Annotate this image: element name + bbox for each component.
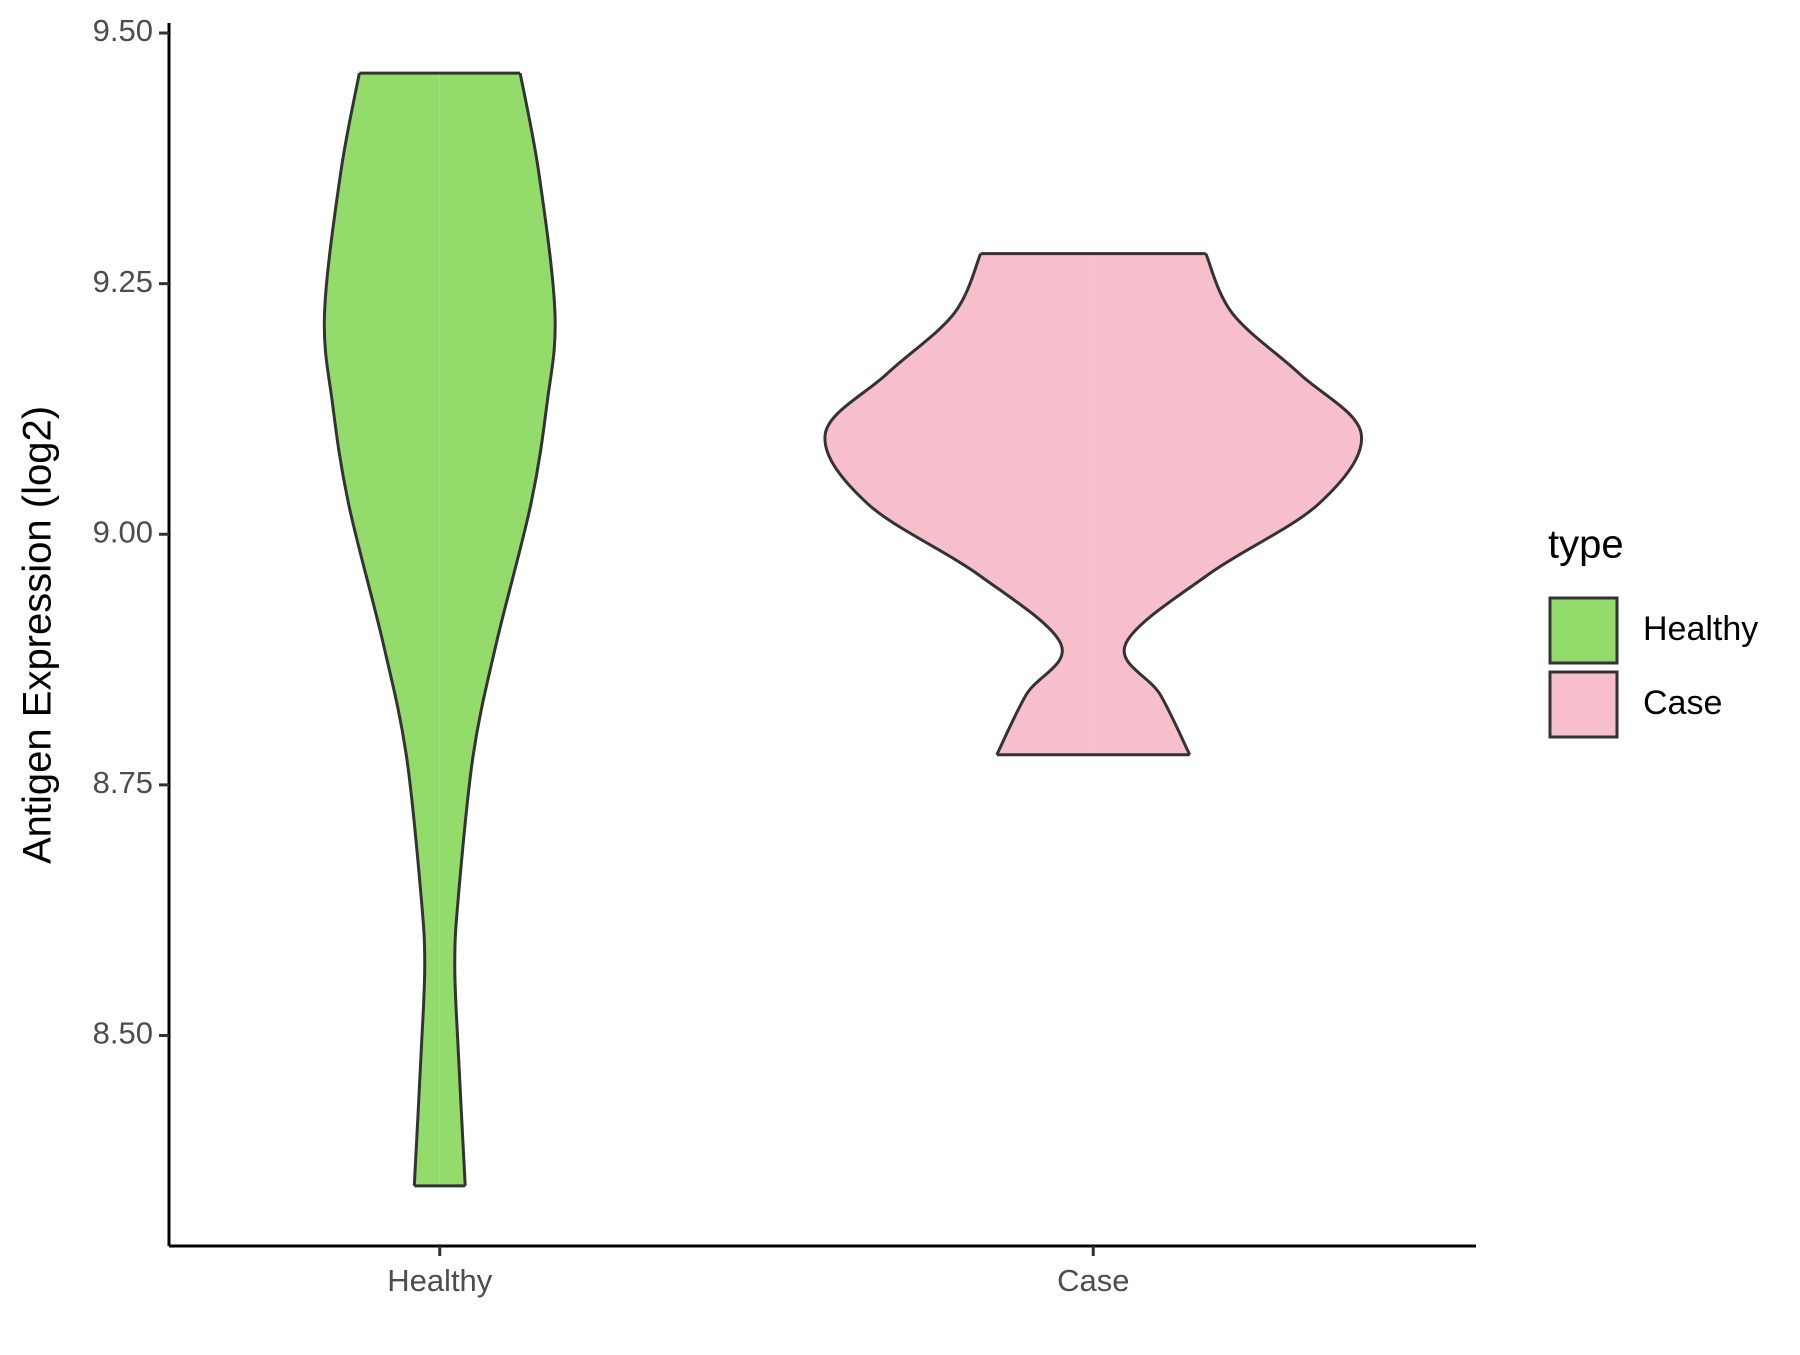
violin-half [1093,253,1362,755]
violin-outline [322,72,427,1186]
violin-half [824,253,1094,755]
legend-label: Case [1643,684,1722,722]
y-tick-label: 8.50 [93,1016,153,1051]
legend-key [1548,596,1619,665]
x-tick-label: Healthy [387,1263,493,1298]
legend-label: Healthy [1643,610,1758,648]
violin-outline [823,252,1064,756]
legend-key [1548,670,1619,739]
violin-outline [1122,252,1363,756]
y-tick-label: 9.00 [93,514,153,549]
violin-outline [453,72,557,1186]
violin-half [439,73,556,1186]
x-tick-label: Case [1057,1263,1129,1298]
y-tick-label: 8.75 [93,765,153,800]
y-tick-label: 9.50 [93,13,153,48]
legend-title: type [1548,523,1624,567]
y-axis-label: Antigen Expression (log2) [16,406,60,864]
y-tick-label: 9.25 [93,264,153,299]
violin-half [324,73,440,1186]
